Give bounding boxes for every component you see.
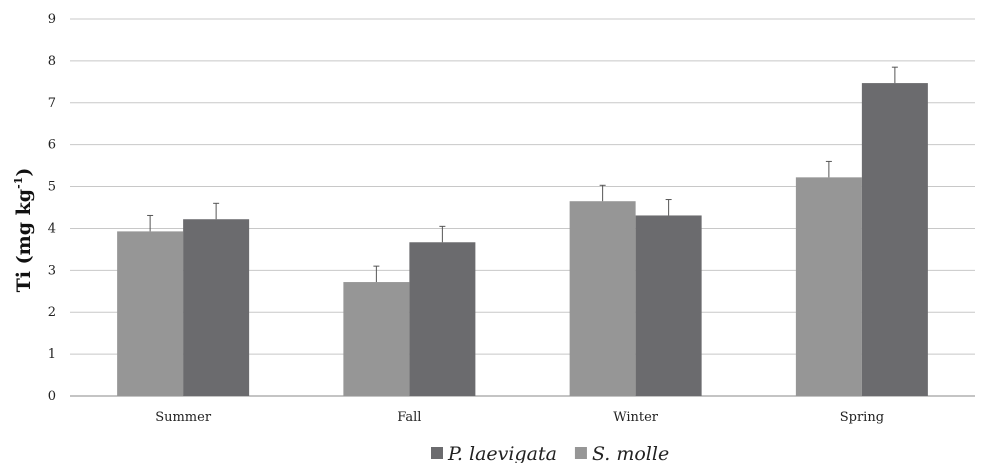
y-axis-label: Ti (mg kg-1): [12, 168, 35, 293]
bar-s-molle-spring: [795, 177, 862, 396]
y-tick-label: 3: [48, 263, 56, 278]
bar-p-laevigata-spring: [861, 83, 928, 396]
x-category-labels: Summer Fall Winter Spring: [155, 410, 884, 425]
x-category-label: Spring: [840, 410, 884, 425]
x-category-label: Fall: [397, 410, 421, 425]
y-tick-label: 7: [48, 96, 56, 111]
legend: P. laevigata S. molle: [431, 443, 669, 463]
legend-label: S. molle: [592, 443, 669, 463]
bar-p-laevigata-summer: [183, 219, 250, 396]
y-tick-label: 4: [48, 221, 56, 236]
y-tick-label: 9: [48, 12, 56, 27]
bars: [117, 66, 928, 396]
x-category-label: Summer: [155, 410, 212, 425]
x-category-label: Winter: [613, 410, 659, 425]
y-tick-label: 8: [48, 54, 56, 69]
legend-label: P. laevigata: [447, 443, 557, 463]
legend-swatch: [574, 447, 587, 459]
y-tick-labels: 0 1 2 3 4 5 6 7 8 9: [48, 12, 56, 404]
y-tick-label: 2: [48, 305, 56, 320]
y-tick-label: 0: [48, 389, 56, 404]
bar-s-molle-summer: [117, 231, 184, 396]
bar-p-laevigata-winter: [635, 215, 702, 396]
y-tick-label: 1: [48, 347, 56, 362]
bar-p-laevigata-fall: [409, 242, 476, 396]
bar-s-molle-winter: [569, 201, 636, 396]
legend-swatch: [431, 447, 443, 459]
y-tick-label: 6: [48, 138, 56, 153]
y-tick-label: 5: [48, 180, 56, 195]
bar-s-molle-fall: [343, 282, 410, 396]
